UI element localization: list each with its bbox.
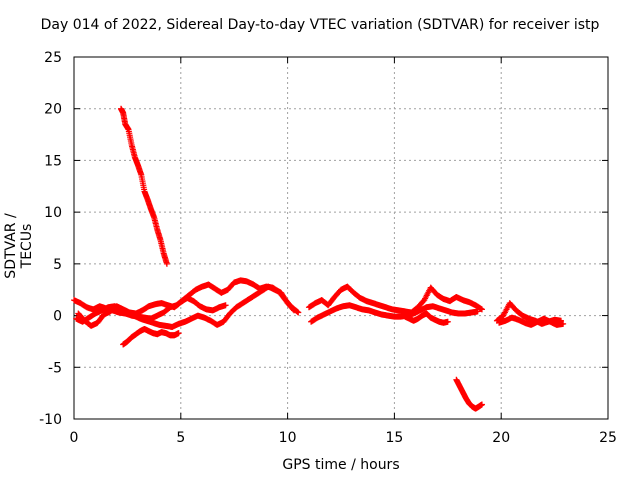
data-point-marker [444, 318, 451, 325]
x-tick-label: 0 [70, 430, 79, 446]
series-track-e [117, 105, 170, 267]
y-tick-label: -10 [39, 412, 62, 428]
data-point-marker [163, 260, 170, 267]
series-track-d [120, 326, 182, 348]
data-point-marker [478, 306, 485, 313]
x-tick-label: 15 [385, 430, 403, 446]
y-tick-label: 0 [53, 309, 62, 325]
data-point-marker [291, 307, 298, 314]
series-track-k [496, 314, 567, 328]
series-track-f [305, 283, 485, 316]
data-point-marker [478, 401, 485, 408]
data-point-marker [290, 306, 297, 313]
x-axis-label: GPS time / hours [282, 457, 400, 473]
chart-title: Day 014 of 2022, Sidereal Day-to-day VTE… [40, 17, 600, 33]
plot-frame [73, 56, 609, 420]
series-track-i [453, 376, 485, 412]
y-tick-label: 25 [44, 50, 62, 66]
data-point-marker [560, 320, 567, 327]
y-axis-label: SDTVAR / TECUs [3, 213, 35, 279]
series-track-b [73, 283, 298, 330]
data-point-marker [295, 309, 302, 316]
y-tick-label: 5 [53, 257, 62, 273]
y-tick-label: 15 [44, 153, 62, 169]
data-point-marker [294, 308, 301, 315]
y-tick-label: 10 [44, 205, 62, 221]
y-tick-label: -5 [48, 360, 62, 376]
x-tick-label: 20 [492, 430, 510, 446]
data-point-marker [222, 302, 229, 309]
x-tick-label: 25 [599, 430, 617, 446]
x-tick-label: 10 [279, 430, 297, 446]
data-point-marker [474, 308, 481, 315]
series-track-h [402, 310, 451, 326]
y-tick-label: 20 [44, 102, 62, 118]
data-point-marker [175, 330, 182, 337]
x-tick-label: 5 [176, 430, 185, 446]
series-track-c [75, 294, 229, 329]
